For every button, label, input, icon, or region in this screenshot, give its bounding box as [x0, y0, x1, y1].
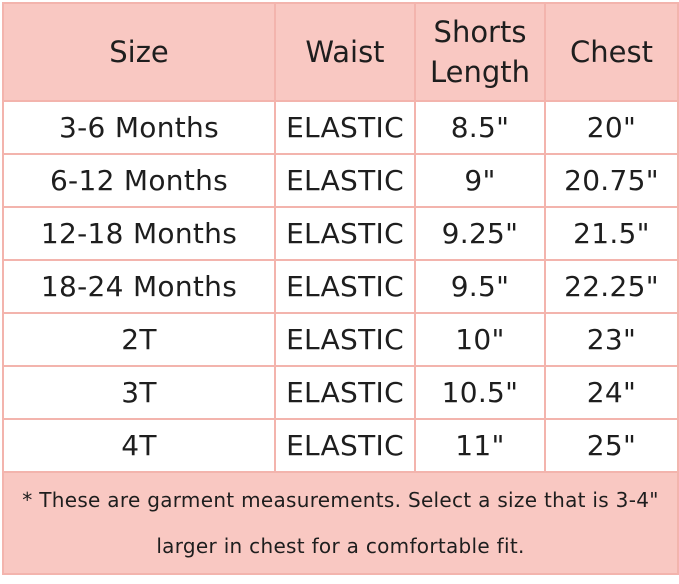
table-cell: ELASTIC	[274, 312, 416, 367]
table-row: 4T ELASTIC 11" 25"	[2, 418, 679, 473]
table-row: 3-6 Months ELASTIC 8.5" 20"	[2, 100, 679, 155]
note: * These are garment measurements. Select…	[2, 471, 679, 575]
table-cell: 9"	[414, 153, 546, 208]
table-row: 3T ELASTIC 10.5" 24"	[2, 365, 679, 420]
table-cell: ELASTIC	[274, 418, 416, 473]
table-cell: ELASTIC	[274, 206, 416, 261]
table-cell: 4T	[2, 418, 276, 473]
table-cell: 6-12 Months	[2, 153, 276, 208]
table-cell: 20.75"	[544, 153, 679, 208]
header-cell: Size	[2, 2, 276, 102]
table-cell: 2T	[2, 312, 276, 367]
header-row: Size Waist Shorts Length Chest	[2, 2, 679, 102]
table-cell: ELASTIC	[274, 153, 416, 208]
table-cell: 3-6 Months	[2, 100, 276, 155]
table-cell: ELASTIC	[274, 100, 416, 155]
table-cell: 22.25"	[544, 259, 679, 314]
table-row: 12-18 Months ELASTIC 9.25" 21.5"	[2, 206, 679, 261]
table-cell: 25"	[544, 418, 679, 473]
table-cell: 21.5"	[544, 206, 679, 261]
note-row: * These are garment measurements. Select…	[2, 471, 679, 575]
table-cell: ELASTIC	[274, 365, 416, 420]
table-cell: 10"	[414, 312, 546, 367]
header-cell: Waist	[274, 2, 416, 102]
table-cell: 24"	[544, 365, 679, 420]
table-cell: 9.25"	[414, 206, 546, 261]
table-cell: 3T	[2, 365, 276, 420]
table-body: 3-6 Months ELASTIC 8.5" 20" 6-12 Months ELAST…	[2, 100, 679, 575]
table-cell: 18-24 Months	[2, 259, 276, 314]
table-cell: 12-18 Months	[2, 206, 276, 261]
table-cell: ELASTIC	[274, 259, 416, 314]
table-cell: 8.5"	[414, 100, 546, 155]
header-cell: Chest	[544, 2, 679, 102]
table-row: 18-24 Months ELASTIC 9.5" 22.25"	[2, 259, 679, 314]
table-cell: 23"	[544, 312, 679, 367]
table-row: 6-12 Months ELASTIC 9" 20.75"	[2, 153, 679, 208]
table-row: 2T ELASTIC 10" 23"	[2, 312, 679, 367]
table-cell: 20"	[544, 100, 679, 155]
table-cell: 9.5"	[414, 259, 546, 314]
header-cell: Shorts Length	[414, 2, 546, 102]
table-cell: 11"	[414, 418, 546, 473]
table-cell: 10.5"	[414, 365, 546, 420]
size-table: Size Waist Shorts Length Chest 3-6 Months EL…	[2, 2, 679, 575]
